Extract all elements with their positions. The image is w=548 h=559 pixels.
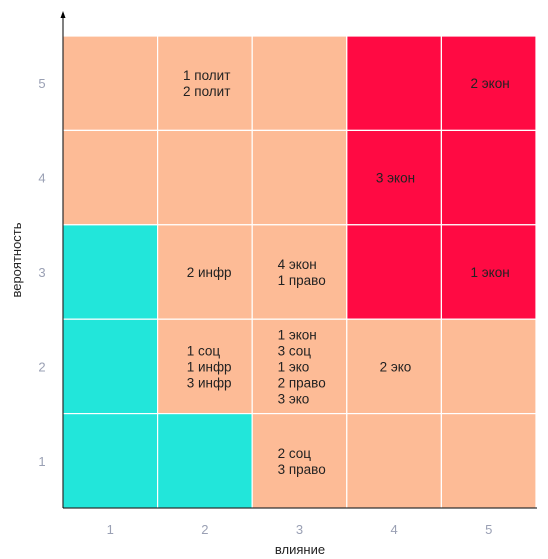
cell-1-5 [62,35,159,132]
cell-3-3 [251,224,348,320]
x-tick-label: 2 [201,522,208,537]
cell-5-1 [440,413,537,509]
cell-label: 2 право [278,375,326,390]
cell-label: 2 соц [278,446,312,461]
cell-2-5 [157,35,253,132]
y-tick-label: 2 [38,359,45,374]
y-tick-label: 3 [38,265,45,280]
cell-label: 1 полит [183,68,230,83]
cell-4-5 [346,35,442,132]
cell-5-3 [440,224,537,320]
cell-label: 1 эко [278,359,310,374]
cell-label: 3 инфр [187,375,232,390]
cell-label: 2 эко [380,359,412,374]
cell-label: 2 полит [183,84,230,99]
cell-label: 1 соц [187,343,221,358]
x-tick-label: 5 [485,522,492,537]
y-tick-label: 4 [38,171,45,186]
cell-4-1 [346,413,442,509]
y-axis-title: вероятность [9,222,24,297]
x-tick-label: 4 [390,522,397,537]
cell-1-3 [62,224,159,320]
cell-label: 1 экон [278,327,317,342]
cell-2-1 [157,413,253,509]
y-tick-label: 5 [38,76,45,91]
cell-label: 3 соц [278,343,312,358]
cell-4-2 [346,318,442,415]
cell-label: 4 экон [278,257,317,272]
cell-5-4 [440,129,537,226]
cell-2-3 [157,224,253,320]
cell-label: 3 экон [376,171,415,186]
cell-label: 1 инфр [187,359,232,374]
cells-layer [62,35,537,509]
cell-1-1 [62,413,159,509]
axes-layer: 1 2 3 4 5 1 2 3 4 5 [38,11,537,537]
cell-5-2 [440,318,537,415]
cell-1-4 [62,129,159,226]
cell-3-5 [251,35,348,132]
cell-4-4 [346,129,442,226]
x-tick-label: 3 [296,522,303,537]
y-tick-label: 1 [38,454,45,469]
cell-2-2 [157,318,253,415]
cell-2-4 [157,129,253,226]
x-axis-title: влияние [275,542,325,557]
cell-label: 3 эко [278,391,310,406]
cell-3-4 [251,129,348,226]
cell-1-2 [62,318,159,415]
cell-label: 2 инфр [187,265,232,280]
cell-5-5 [440,35,537,132]
cell-label: 3 право [278,462,326,477]
cell-label: 1 экон [471,265,510,280]
cell-label: 2 экон [471,76,510,91]
cell-label: 1 право [278,273,326,288]
x-tick-label: 1 [107,522,114,537]
y-axis-arrow [60,11,66,18]
cell-4-3 [346,224,442,320]
